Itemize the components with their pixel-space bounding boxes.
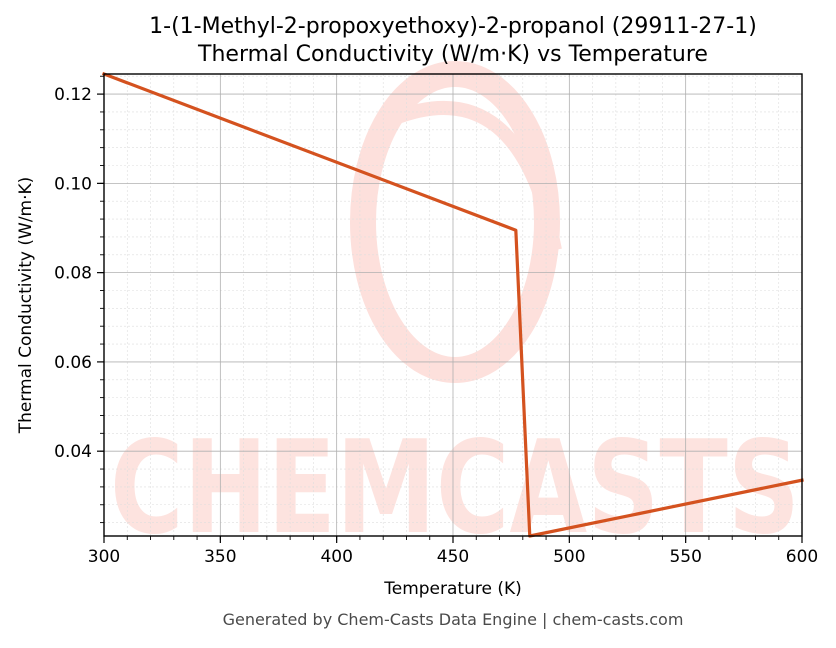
- y-tick-label: 0.08: [54, 264, 92, 284]
- x-tick-label: 400: [320, 547, 352, 567]
- axis-ticks: 300 350 400 450 500 550 600 0.04 0.06 0.08 0.10 0.1…: [54, 75, 818, 567]
- footer-credit: Generated by Chem-Casts Data Engine | ch…: [223, 610, 684, 629]
- y-tick-label: 0.10: [54, 174, 92, 194]
- x-tick-label: 300: [88, 547, 120, 567]
- watermark-text: CHEMCASTS: [110, 414, 800, 563]
- y-tick-label: 0.04: [54, 442, 92, 462]
- x-tick-label: 450: [437, 547, 469, 567]
- series-layer: [101, 71, 804, 538]
- x-tick-label: 550: [669, 547, 701, 567]
- x-tick-label: 600: [786, 547, 818, 567]
- x-tick-label: 350: [204, 547, 236, 567]
- x-tick-label: 500: [553, 547, 585, 567]
- chart-title-line-2: Thermal Conductivity (W/m·K) vs Temperat…: [197, 42, 708, 67]
- watermark-swirl-arc: [392, 101, 562, 252]
- y-axis-label: Thermal Conductivity (W/m·K): [16, 177, 36, 435]
- chart-title-line-1: 1-(1-Methyl-2-propoxyethoxy)-2-propanol …: [149, 14, 757, 39]
- series-line-0: [101, 71, 804, 538]
- watermark: CHEMCASTS: [110, 61, 800, 563]
- y-tick-label: 0.12: [54, 85, 92, 105]
- x-axis-label: Temperature (K): [383, 579, 522, 599]
- grid: [103, 74, 803, 536]
- y-tick-label: 0.06: [54, 353, 92, 373]
